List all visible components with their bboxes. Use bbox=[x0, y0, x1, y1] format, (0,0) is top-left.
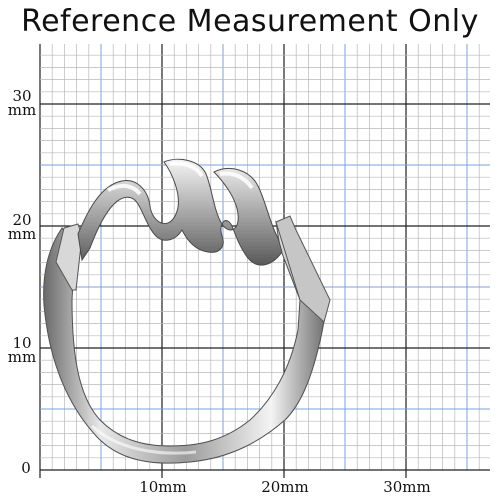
x-label-30mm: 30mm bbox=[383, 478, 431, 496]
ring-band-outer bbox=[43, 220, 329, 464]
y-label-0: 0 bbox=[21, 459, 31, 477]
x-label-10mm: 10mm bbox=[139, 478, 187, 496]
y-label-30: 30 mm bbox=[7, 87, 37, 119]
page-title: Reference Measurement Only bbox=[21, 4, 479, 39]
ring-right-prong bbox=[275, 215, 331, 323]
y-label-20: 20 mm bbox=[7, 211, 37, 243]
ring-swirl bbox=[77, 158, 283, 266]
ring-highlight bbox=[90, 424, 197, 455]
ring-highlight bbox=[169, 161, 204, 178]
ring-highlight bbox=[219, 171, 254, 190]
y-label-10: 10 mm bbox=[7, 334, 37, 366]
ring-highlight bbox=[107, 183, 142, 196]
x-label-20mm: 20mm bbox=[261, 478, 309, 496]
ring-image bbox=[43, 158, 331, 464]
